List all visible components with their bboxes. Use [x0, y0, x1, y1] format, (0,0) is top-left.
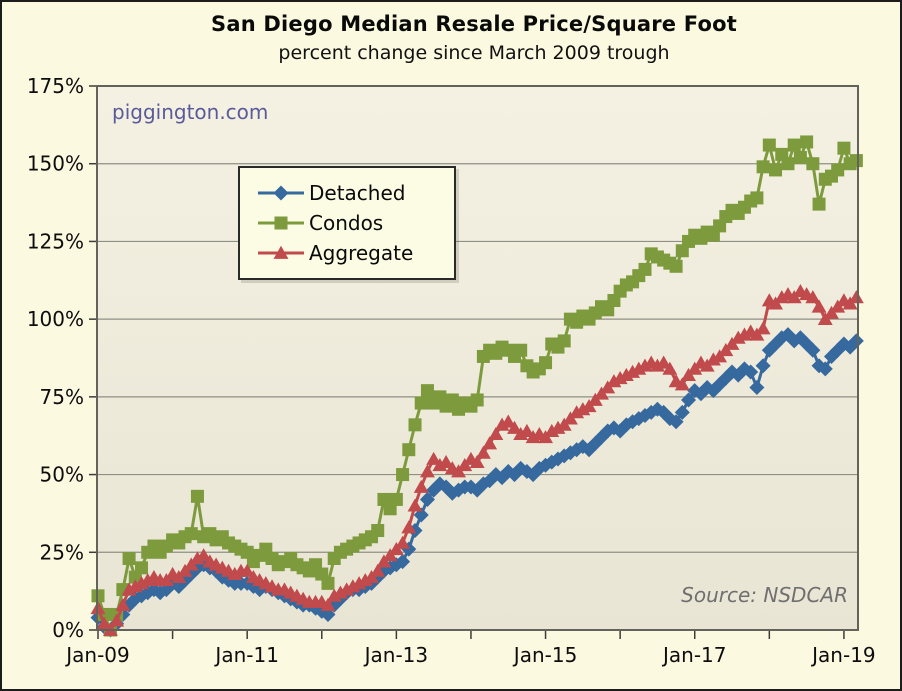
svg-text:125%: 125% [27, 229, 84, 253]
detached-line-marker-icon [258, 185, 304, 201]
chart-subtitle: percent change since March 2009 trough [278, 42, 670, 64]
svg-text:Jan-15: Jan-15 [512, 643, 578, 667]
svg-text:Jan-19: Jan-19 [810, 643, 876, 667]
legend-item-aggregate: Aggregate [256, 238, 454, 268]
legend-label-condos: Condos [309, 211, 384, 235]
source-note: Source: NSDCAR [681, 583, 848, 607]
watermark-text: piggington.com [112, 100, 269, 124]
svg-text:25%: 25% [40, 540, 84, 564]
legend-item-detached: Detached [256, 178, 454, 208]
legend-item-condos: Condos [256, 208, 454, 238]
legend-label-detached: Detached [309, 181, 406, 205]
legend-label-aggregate: Aggregate [309, 241, 414, 265]
svg-text:150%: 150% [27, 152, 84, 176]
svg-text:Jan-17: Jan-17 [661, 643, 727, 667]
svg-text:100%: 100% [27, 307, 84, 331]
svg-text:Jan-09: Jan-09 [64, 643, 130, 667]
legend-box: Detached Condos Aggregate [238, 166, 456, 280]
svg-text:0%: 0% [52, 618, 84, 642]
svg-text:50%: 50% [40, 463, 84, 487]
aggregate-line-marker-icon [258, 245, 304, 259]
svg-text:75%: 75% [40, 385, 84, 409]
condos-line-marker-icon [258, 216, 304, 230]
series-aggregate [90, 283, 864, 636]
svg-text:Jan-11: Jan-11 [213, 643, 279, 667]
chart-title: San Diego Median Resale Price/Square Foo… [211, 12, 737, 36]
svg-text:Jan-13: Jan-13 [363, 643, 429, 667]
svg-text:175%: 175% [27, 74, 84, 98]
